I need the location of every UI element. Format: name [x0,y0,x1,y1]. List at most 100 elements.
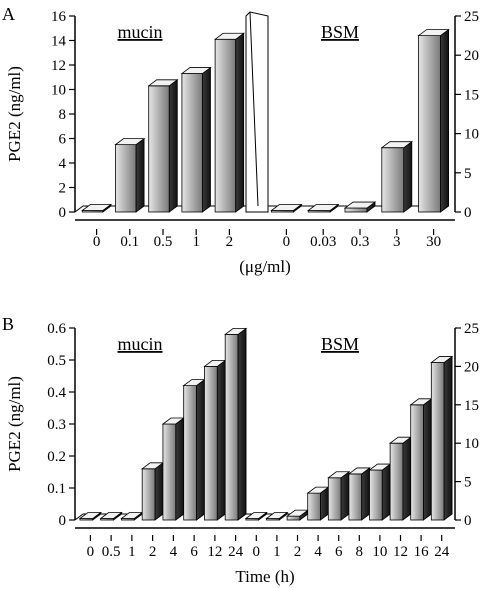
bar [203,359,227,521]
x-tick-label: 0.5 [102,544,121,560]
right-tick-label: 20 [464,359,479,375]
bar-front [348,473,363,521]
left-tick-label: 16 [51,9,67,25]
bar-top [223,327,248,335]
group-label-BSM: BSM [321,22,359,42]
x-tick-label: 2 [149,544,157,560]
x-tick-label: 24 [228,544,244,560]
bar [306,486,330,521]
bar [223,327,248,521]
bar-front [418,35,442,213]
x-tick-label: 10 [372,544,387,560]
bar-side [237,327,247,521]
x-tick-label: 4 [170,544,178,560]
bar [265,511,289,521]
bar-top [430,356,454,363]
x-tick-label: 0.1 [120,234,139,250]
bar-top [417,29,450,36]
group-label-BSM: BSM [321,334,359,354]
bar-top [327,471,351,479]
bar-side [154,461,164,521]
bar [244,511,268,521]
bar [417,28,450,213]
bar [81,203,113,213]
x-tick-label: 0 [283,234,291,250]
bar [388,436,413,521]
bar-top [81,204,113,211]
right-tick-label: 0 [464,205,472,221]
bar-side [202,66,211,213]
bar-front [327,477,342,521]
bar-top [244,512,268,519]
group-divider [245,11,269,213]
bar-top [213,32,245,40]
y-axis-label: PGE2 (ng/ml) [5,66,24,162]
bar-front [224,333,239,521]
bar-side [361,467,371,521]
bar [307,203,340,213]
bar-front [162,423,177,521]
bar-front [369,469,383,521]
bar-side [443,355,453,521]
panel-label: B [2,314,14,334]
bar [140,461,165,521]
bar-side [168,79,178,213]
left-tick-label: 12 [51,58,66,74]
x-tick-label: 24 [434,544,450,560]
x-tick-label: 8 [356,544,364,560]
bar [343,201,377,213]
right-tick-label: 10 [464,127,479,143]
bar-front [204,365,218,521]
bar-front [214,38,237,213]
left-tick-label: 8 [59,107,67,123]
left-tick-label: 14 [51,34,67,50]
left-tick-label: 2 [59,181,67,197]
right-tick-label: 25 [464,9,479,25]
bar [161,417,186,521]
bar [182,378,206,521]
bar [78,511,103,521]
left-tick-label: 0 [59,205,67,221]
bar [213,32,245,213]
bar-front [410,404,424,521]
x-tick-label: 1 [192,234,200,250]
x-tick-label: 6 [190,544,198,560]
bar-top [265,512,289,519]
left-tick-label: 6 [59,132,67,148]
bar-side [423,397,432,521]
left-tick-label: 0.5 [47,353,66,369]
floor-edge-left [74,513,84,521]
bar [180,66,212,213]
left-tick-label: 0.2 [47,449,66,465]
group-label-mucin: mucin [118,22,163,42]
x-tick-label: 3 [393,234,401,250]
bar [147,79,179,213]
left-tick-label: 4 [59,156,67,172]
x-tick-label: 6 [335,544,343,560]
bar-side [175,417,185,521]
bar-top [380,141,413,149]
bar-front [430,362,445,521]
bar-front [115,144,137,213]
bar-front [141,468,156,521]
right-tick-label: 5 [464,475,472,491]
bar-front [389,442,404,521]
left-tick-label: 0.1 [47,481,66,497]
bar-front [183,385,197,521]
bar-side [440,28,450,213]
x-tick-label: 2 [226,234,234,250]
right-tick-label: 10 [464,436,479,452]
floor-edge-left [74,205,84,213]
right-tick-label: 25 [464,321,479,337]
x-tick-label: 12 [207,544,222,560]
left-tick-label: 0.4 [47,385,66,401]
right-tick-label: 15 [464,398,479,414]
bar-side [216,359,226,521]
x-axis-label: (μg/ml) [239,257,291,276]
right-tick-label: 0 [464,513,472,529]
left-tick-label: 0.3 [47,417,66,433]
x-tick-label: 4 [314,544,322,560]
group-divider-edge [249,11,259,207]
bar-side [403,140,413,213]
